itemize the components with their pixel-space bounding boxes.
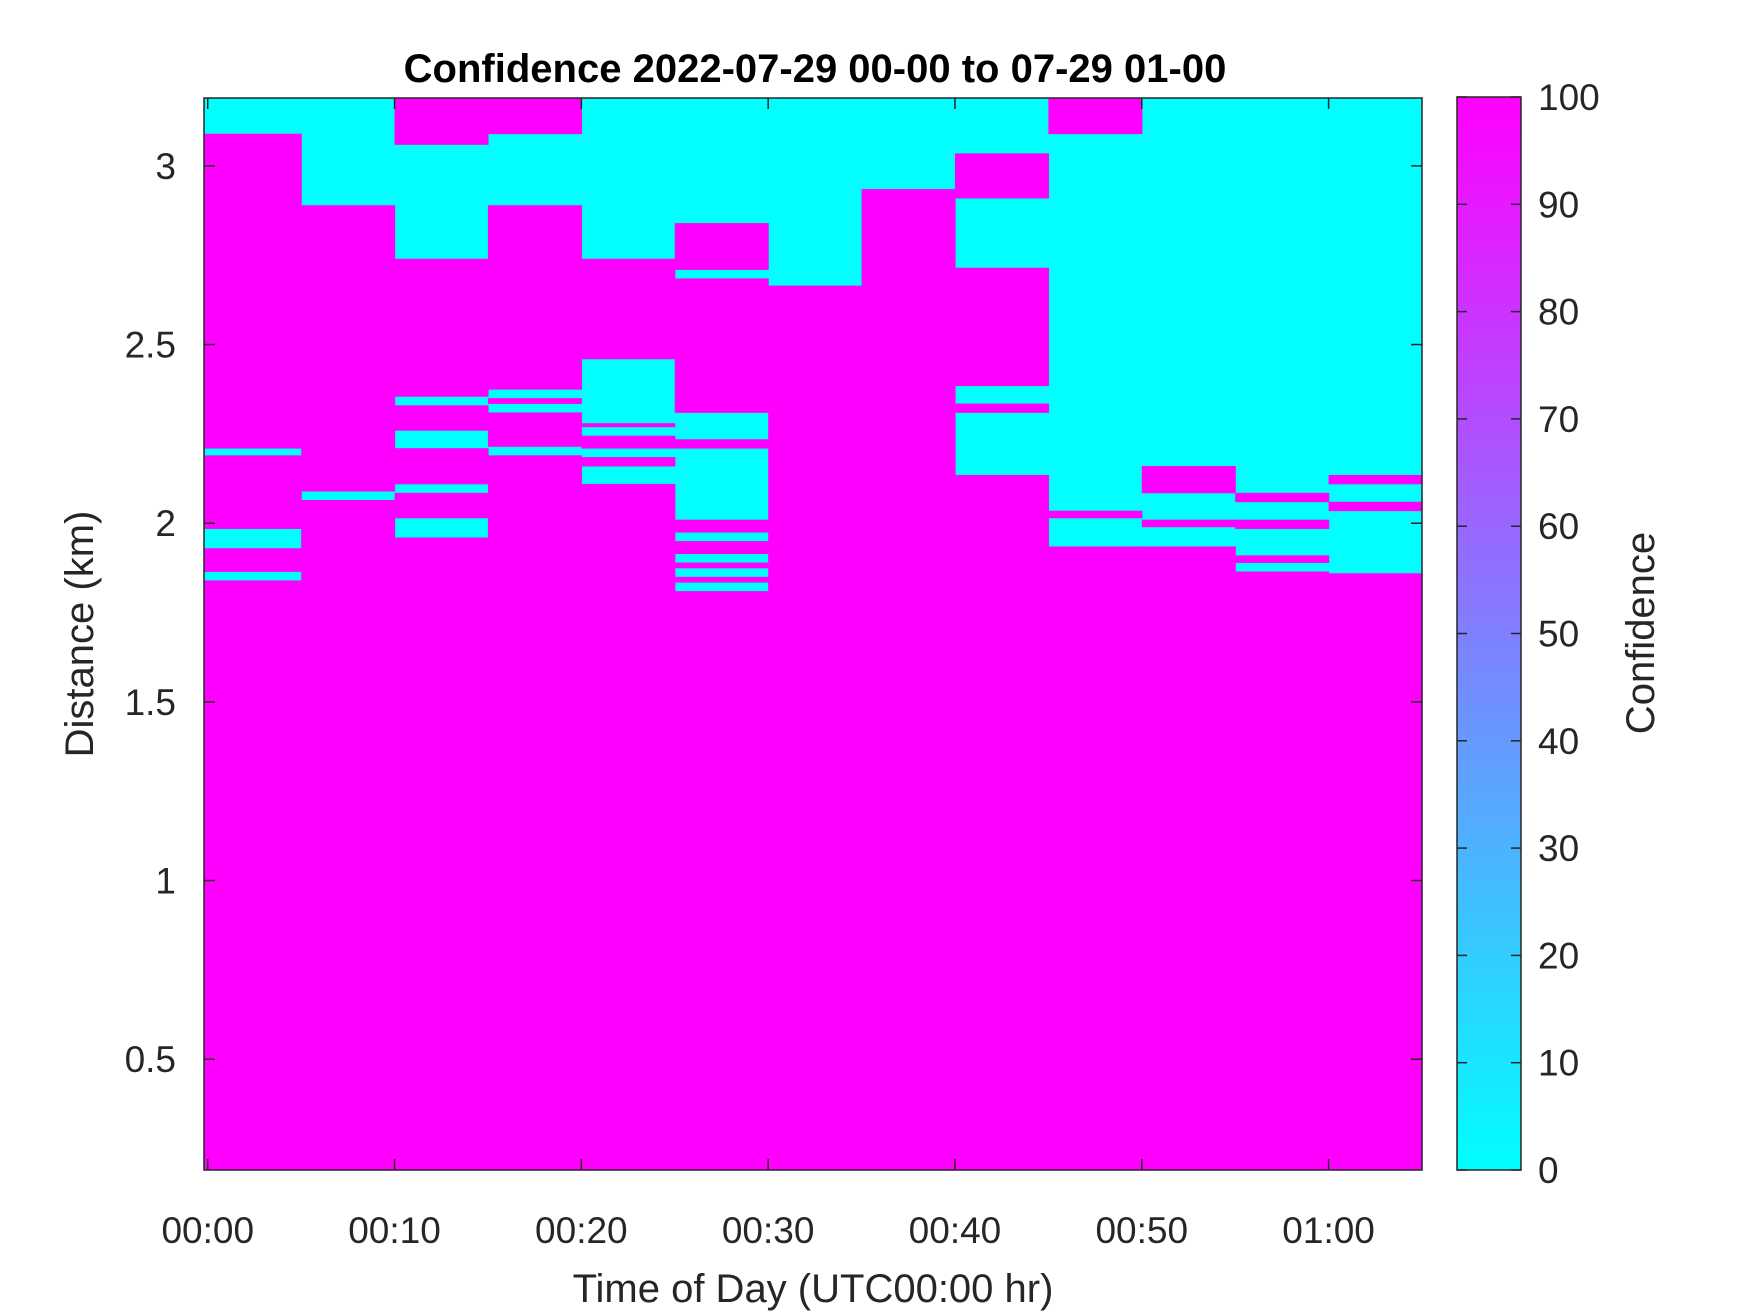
heatmap-cell	[581, 483, 676, 1171]
y-tick-label: 0.5	[125, 1039, 176, 1080]
colorbar-tick-label: 0	[1538, 1150, 1559, 1191]
x-tick-label: 00:40	[909, 1210, 1002, 1251]
x-axis-tick-labels: 00:00 00:10 00:20 00:30 00:40 00:50 01:00	[161, 1210, 1374, 1251]
heatmap-cell	[204, 133, 302, 449]
heatmap-cell	[394, 492, 489, 519]
heatmap-cell	[674, 278, 769, 413]
heatmap-cell	[674, 591, 769, 1171]
heatmap-cell	[674, 576, 769, 583]
axis-tick-marks	[204, 98, 1422, 1170]
heatmap-cell	[487, 455, 582, 1171]
colorbar-tick-label: 20	[1538, 935, 1579, 976]
heatmap-cell	[1235, 555, 1330, 563]
heatmap-cell	[674, 519, 769, 533]
x-axis-label: Time of Day (UTC00:00 hr)	[573, 1267, 1054, 1311]
heatmap-cell	[301, 205, 396, 492]
heatmap-cell	[861, 189, 956, 1171]
heatmap-cell	[204, 548, 302, 572]
heatmap-cell	[1141, 519, 1236, 528]
chart-title: Confidence 2022-07-29 00-00 to 07-29 01-…	[404, 47, 1227, 91]
heatmap-cell	[487, 98, 582, 135]
colorbar-tick-label: 50	[1538, 614, 1579, 655]
heatmap-cell	[1328, 573, 1423, 1171]
heatmap-cell	[1328, 474, 1423, 485]
heatmap-cell	[394, 537, 489, 1171]
heatmap-cell	[487, 398, 582, 404]
colorbar: 0 10 20 30 40 50 60 70 80 90 100 Confidence	[1456, 77, 1663, 1191]
colorbar-tick-label: 80	[1538, 292, 1579, 333]
x-tick-label: 00:10	[348, 1210, 441, 1251]
heatmap-cell	[1141, 466, 1236, 494]
heatmap-cell	[674, 439, 769, 449]
heatmap-cell	[581, 457, 676, 467]
heatmap-cell	[1235, 492, 1330, 503]
heatmap-cell	[1048, 98, 1143, 135]
colorbar-tick-label: 90	[1538, 184, 1579, 225]
heatmap-cell	[204, 580, 302, 1171]
heatmap-cell	[394, 405, 489, 431]
heatmap-cell	[1048, 546, 1143, 1171]
plot-area	[203, 97, 1423, 1171]
heatmap-cell	[954, 153, 1049, 199]
heatmap-cell	[1141, 546, 1236, 1171]
x-tick-label: 00:00	[161, 1210, 254, 1251]
y-axis-label: Distance (km)	[58, 511, 102, 758]
heatmap-cell	[674, 223, 769, 270]
heatmap-cell	[954, 474, 1049, 1171]
heatmap-cell	[581, 258, 676, 360]
y-tick-label: 3	[155, 146, 176, 187]
colorbar-tick-label: 30	[1538, 828, 1579, 869]
heatmap-cell	[768, 285, 863, 1171]
heatmap-cell	[301, 500, 396, 1171]
x-tick-label: 00:30	[722, 1210, 815, 1251]
colorbar-ticks: 0 10 20 30 40 50 60 70 80 90 100	[1457, 77, 1600, 1191]
colorbar-tick-label: 70	[1538, 399, 1579, 440]
heatmap-cell	[674, 541, 769, 554]
colorbar-label: Confidence	[1619, 532, 1663, 734]
heatmap-cell	[1235, 571, 1330, 1171]
heatmap-cell	[487, 205, 582, 390]
y-tick-label: 2	[155, 503, 176, 544]
y-tick-label: 2.5	[125, 325, 176, 366]
plot-frame	[203, 97, 1423, 1171]
heatmap-cell	[204, 455, 302, 529]
y-tick-label: 1.5	[125, 682, 176, 723]
heatmap-cell	[394, 98, 489, 145]
heatmap-cell	[674, 562, 769, 569]
heatmap-cells	[204, 98, 1423, 1171]
heatmap-cell	[1328, 501, 1423, 512]
heatmap-cell	[487, 412, 582, 447]
colorbar-tick-label: 10	[1538, 1043, 1579, 1084]
heatmap-cell	[954, 403, 1049, 413]
heatmap-cell	[1048, 510, 1143, 519]
x-tick-label: 01:00	[1282, 1210, 1375, 1251]
heatmap-cell	[394, 448, 489, 485]
heatmap-cell	[954, 267, 1049, 387]
y-axis-tick-labels: 0.5 1 1.5 2 2.5 3	[125, 146, 176, 1080]
heatmap-cell	[1235, 519, 1330, 529]
heatmap-cell	[581, 423, 676, 428]
x-tick-label: 00:50	[1095, 1210, 1188, 1251]
colorbar-tick-label: 40	[1538, 721, 1579, 762]
colorbar-tick-label: 60	[1538, 506, 1579, 547]
colorbar-tick-label: 100	[1538, 77, 1600, 118]
heatmap-cell	[581, 435, 676, 449]
heatmap-cell	[394, 258, 489, 397]
y-tick-label: 1	[155, 861, 176, 902]
x-tick-label: 00:20	[535, 1210, 628, 1251]
